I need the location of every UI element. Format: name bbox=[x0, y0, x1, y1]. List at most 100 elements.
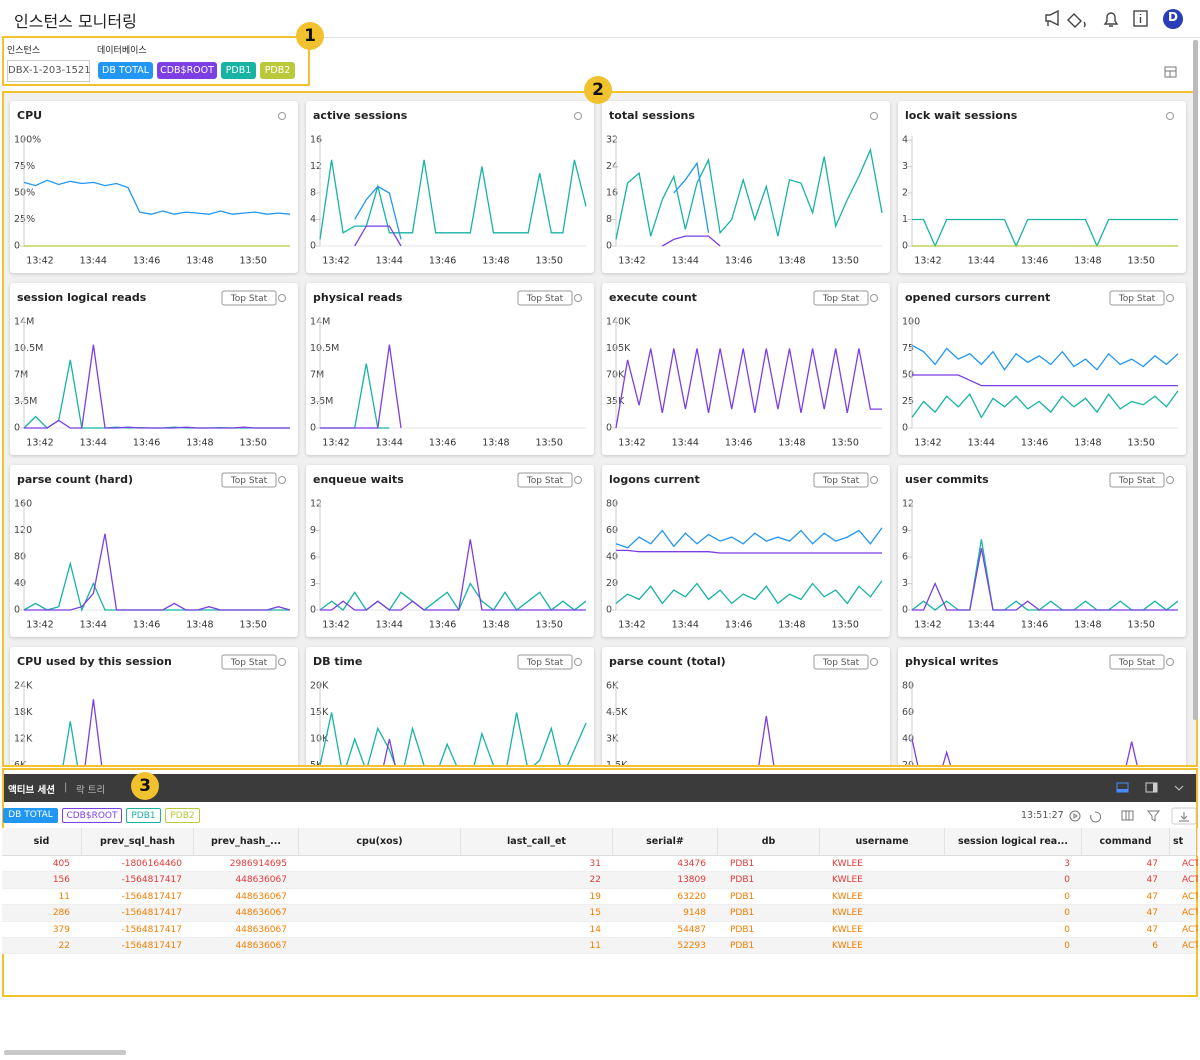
top-stat-button[interactable] bbox=[1109, 472, 1165, 488]
instance-select[interactable]: DBX-1-203-1521 bbox=[7, 60, 91, 82]
settings-icon[interactable] bbox=[278, 658, 286, 666]
info-icon[interactable] bbox=[1133, 10, 1148, 27]
db-tag[interactable]: PDB2 bbox=[260, 62, 295, 79]
settings-icon[interactable] bbox=[870, 476, 878, 484]
settings-icon[interactable] bbox=[1166, 294, 1174, 302]
y-tick-label: 4.5K bbox=[606, 707, 628, 718]
settings-icon[interactable] bbox=[870, 112, 878, 120]
column-header[interactable]: db bbox=[718, 828, 820, 856]
panel-db-tag[interactable]: PDB2 bbox=[165, 808, 200, 823]
x-tick-label: 13:48 bbox=[1074, 620, 1101, 631]
settings-icon[interactable] bbox=[574, 476, 582, 484]
x-tick-label: 13:44 bbox=[968, 438, 995, 449]
top-stat-button[interactable] bbox=[1109, 654, 1165, 670]
settings-icon[interactable] bbox=[278, 294, 286, 302]
panel-db-tag[interactable]: CDB$ROOT bbox=[62, 808, 122, 823]
settings-icon[interactable] bbox=[870, 294, 878, 302]
settings-icon[interactable] bbox=[278, 476, 286, 484]
table-cell: ACT bbox=[1182, 924, 1198, 935]
announce-icon[interactable] bbox=[1045, 9, 1059, 27]
table-row[interactable] bbox=[2, 856, 1196, 873]
chart-title: session logical reads bbox=[17, 291, 147, 304]
settings-icon[interactable] bbox=[1166, 658, 1174, 666]
table-row[interactable] bbox=[2, 921, 1196, 938]
top-stat-button[interactable] bbox=[1109, 290, 1165, 306]
x-tick-label: 13:50 bbox=[832, 620, 859, 631]
database-label: 데이터베이스 bbox=[97, 46, 147, 56]
settings-icon[interactable] bbox=[278, 112, 286, 120]
y-tick-label: 0 bbox=[310, 605, 316, 616]
table-cell: 0 bbox=[1064, 875, 1070, 886]
top-stat-button[interactable] bbox=[221, 290, 277, 306]
x-tick-label: 13:42 bbox=[26, 256, 53, 267]
table-row[interactable] bbox=[2, 888, 1196, 906]
top-stat-button[interactable] bbox=[221, 654, 277, 670]
column-header[interactable]: prev_sql_hash bbox=[82, 828, 194, 856]
table-row[interactable] bbox=[2, 872, 1196, 889]
chart-card: active sessions 0 4 8 12 16 13:42 13:44 13:46 13:… bbox=[306, 101, 594, 273]
top-stat-button[interactable] bbox=[221, 472, 277, 488]
y-tick-label: 1.5K bbox=[606, 760, 628, 767]
table-cell: 448636067 bbox=[235, 875, 287, 886]
x-tick-label: 13:48 bbox=[482, 438, 509, 449]
chart-card: user commits Top Stat 0 3 6 9 12 13:42 13:44 13:4… bbox=[898, 465, 1186, 637]
db-tag[interactable]: PDB1 bbox=[221, 62, 256, 79]
x-tick-label: 13:48 bbox=[482, 620, 509, 631]
column-header[interactable]: username bbox=[820, 828, 945, 856]
settings-icon[interactable] bbox=[574, 112, 582, 120]
series-line bbox=[911, 344, 1179, 371]
series-line bbox=[911, 390, 1179, 419]
column-header[interactable]: prev_hash_... bbox=[194, 828, 299, 856]
bell-icon[interactable] bbox=[1103, 12, 1119, 27]
panel-bar bbox=[4, 774, 1196, 802]
settings-icon[interactable] bbox=[1166, 112, 1174, 120]
column-header[interactable]: serial# bbox=[613, 828, 718, 856]
chart-title: execute count bbox=[609, 291, 697, 304]
table-cell: 19 bbox=[589, 891, 601, 902]
chart-card: total sessions 0 8 16 24 32 13:42 13:44 13:46 13:… bbox=[602, 101, 890, 273]
top-stat-label: Top Stat bbox=[822, 294, 860, 304]
tab[interactable]: 락 트리 bbox=[76, 785, 106, 796]
top-stat-button[interactable] bbox=[517, 290, 573, 306]
top-stat-button[interactable] bbox=[813, 472, 869, 488]
settings-icon[interactable] bbox=[1166, 476, 1174, 484]
table-cell: -1806164460 bbox=[121, 859, 182, 869]
top-stat-button[interactable] bbox=[813, 654, 869, 670]
settings-icon[interactable] bbox=[574, 294, 582, 302]
x-tick-label: 13:44 bbox=[376, 438, 403, 449]
x-tick-label: 13:46 bbox=[1021, 438, 1048, 449]
table-cell: 47 bbox=[1146, 875, 1158, 886]
db-tag[interactable]: DB TOTAL bbox=[98, 62, 153, 79]
column-header[interactable]: st bbox=[1170, 828, 1198, 856]
table-row[interactable] bbox=[2, 938, 1196, 955]
column-header[interactable]: command bbox=[1082, 828, 1170, 856]
column-header[interactable]: session logical rea... bbox=[945, 828, 1082, 856]
top-bar bbox=[0, 0, 1200, 38]
table-row[interactable] bbox=[2, 905, 1196, 922]
column-header[interactable]: cpu(xos) bbox=[299, 828, 461, 856]
panel-db-tag[interactable]: PDB1 bbox=[126, 808, 161, 823]
table-cell: ACT bbox=[1182, 908, 1198, 919]
tab-active[interactable]: 액티브 세션 bbox=[8, 785, 56, 796]
db-tag[interactable]: CDB$ROOT bbox=[157, 62, 217, 79]
settings-icon[interactable] bbox=[870, 658, 878, 666]
paint-icon[interactable] bbox=[1067, 13, 1086, 28]
layout-icon[interactable] bbox=[1163, 64, 1179, 80]
column-header[interactable]: sid bbox=[2, 828, 82, 856]
top-stat-button[interactable] bbox=[813, 290, 869, 306]
top-stat-button[interactable] bbox=[517, 472, 573, 488]
avatar[interactable] bbox=[1163, 9, 1183, 29]
x-tick-label: 13:48 bbox=[1074, 438, 1101, 449]
panel-db-tag[interactable]: DB TOTAL bbox=[3, 808, 58, 823]
column-header[interactable]: last_call_et bbox=[461, 828, 613, 856]
x-tick-label: 13:42 bbox=[914, 620, 941, 631]
top-stat-button[interactable] bbox=[517, 654, 573, 670]
settings-icon[interactable] bbox=[574, 658, 582, 666]
y-tick-label: 25% bbox=[14, 214, 35, 225]
